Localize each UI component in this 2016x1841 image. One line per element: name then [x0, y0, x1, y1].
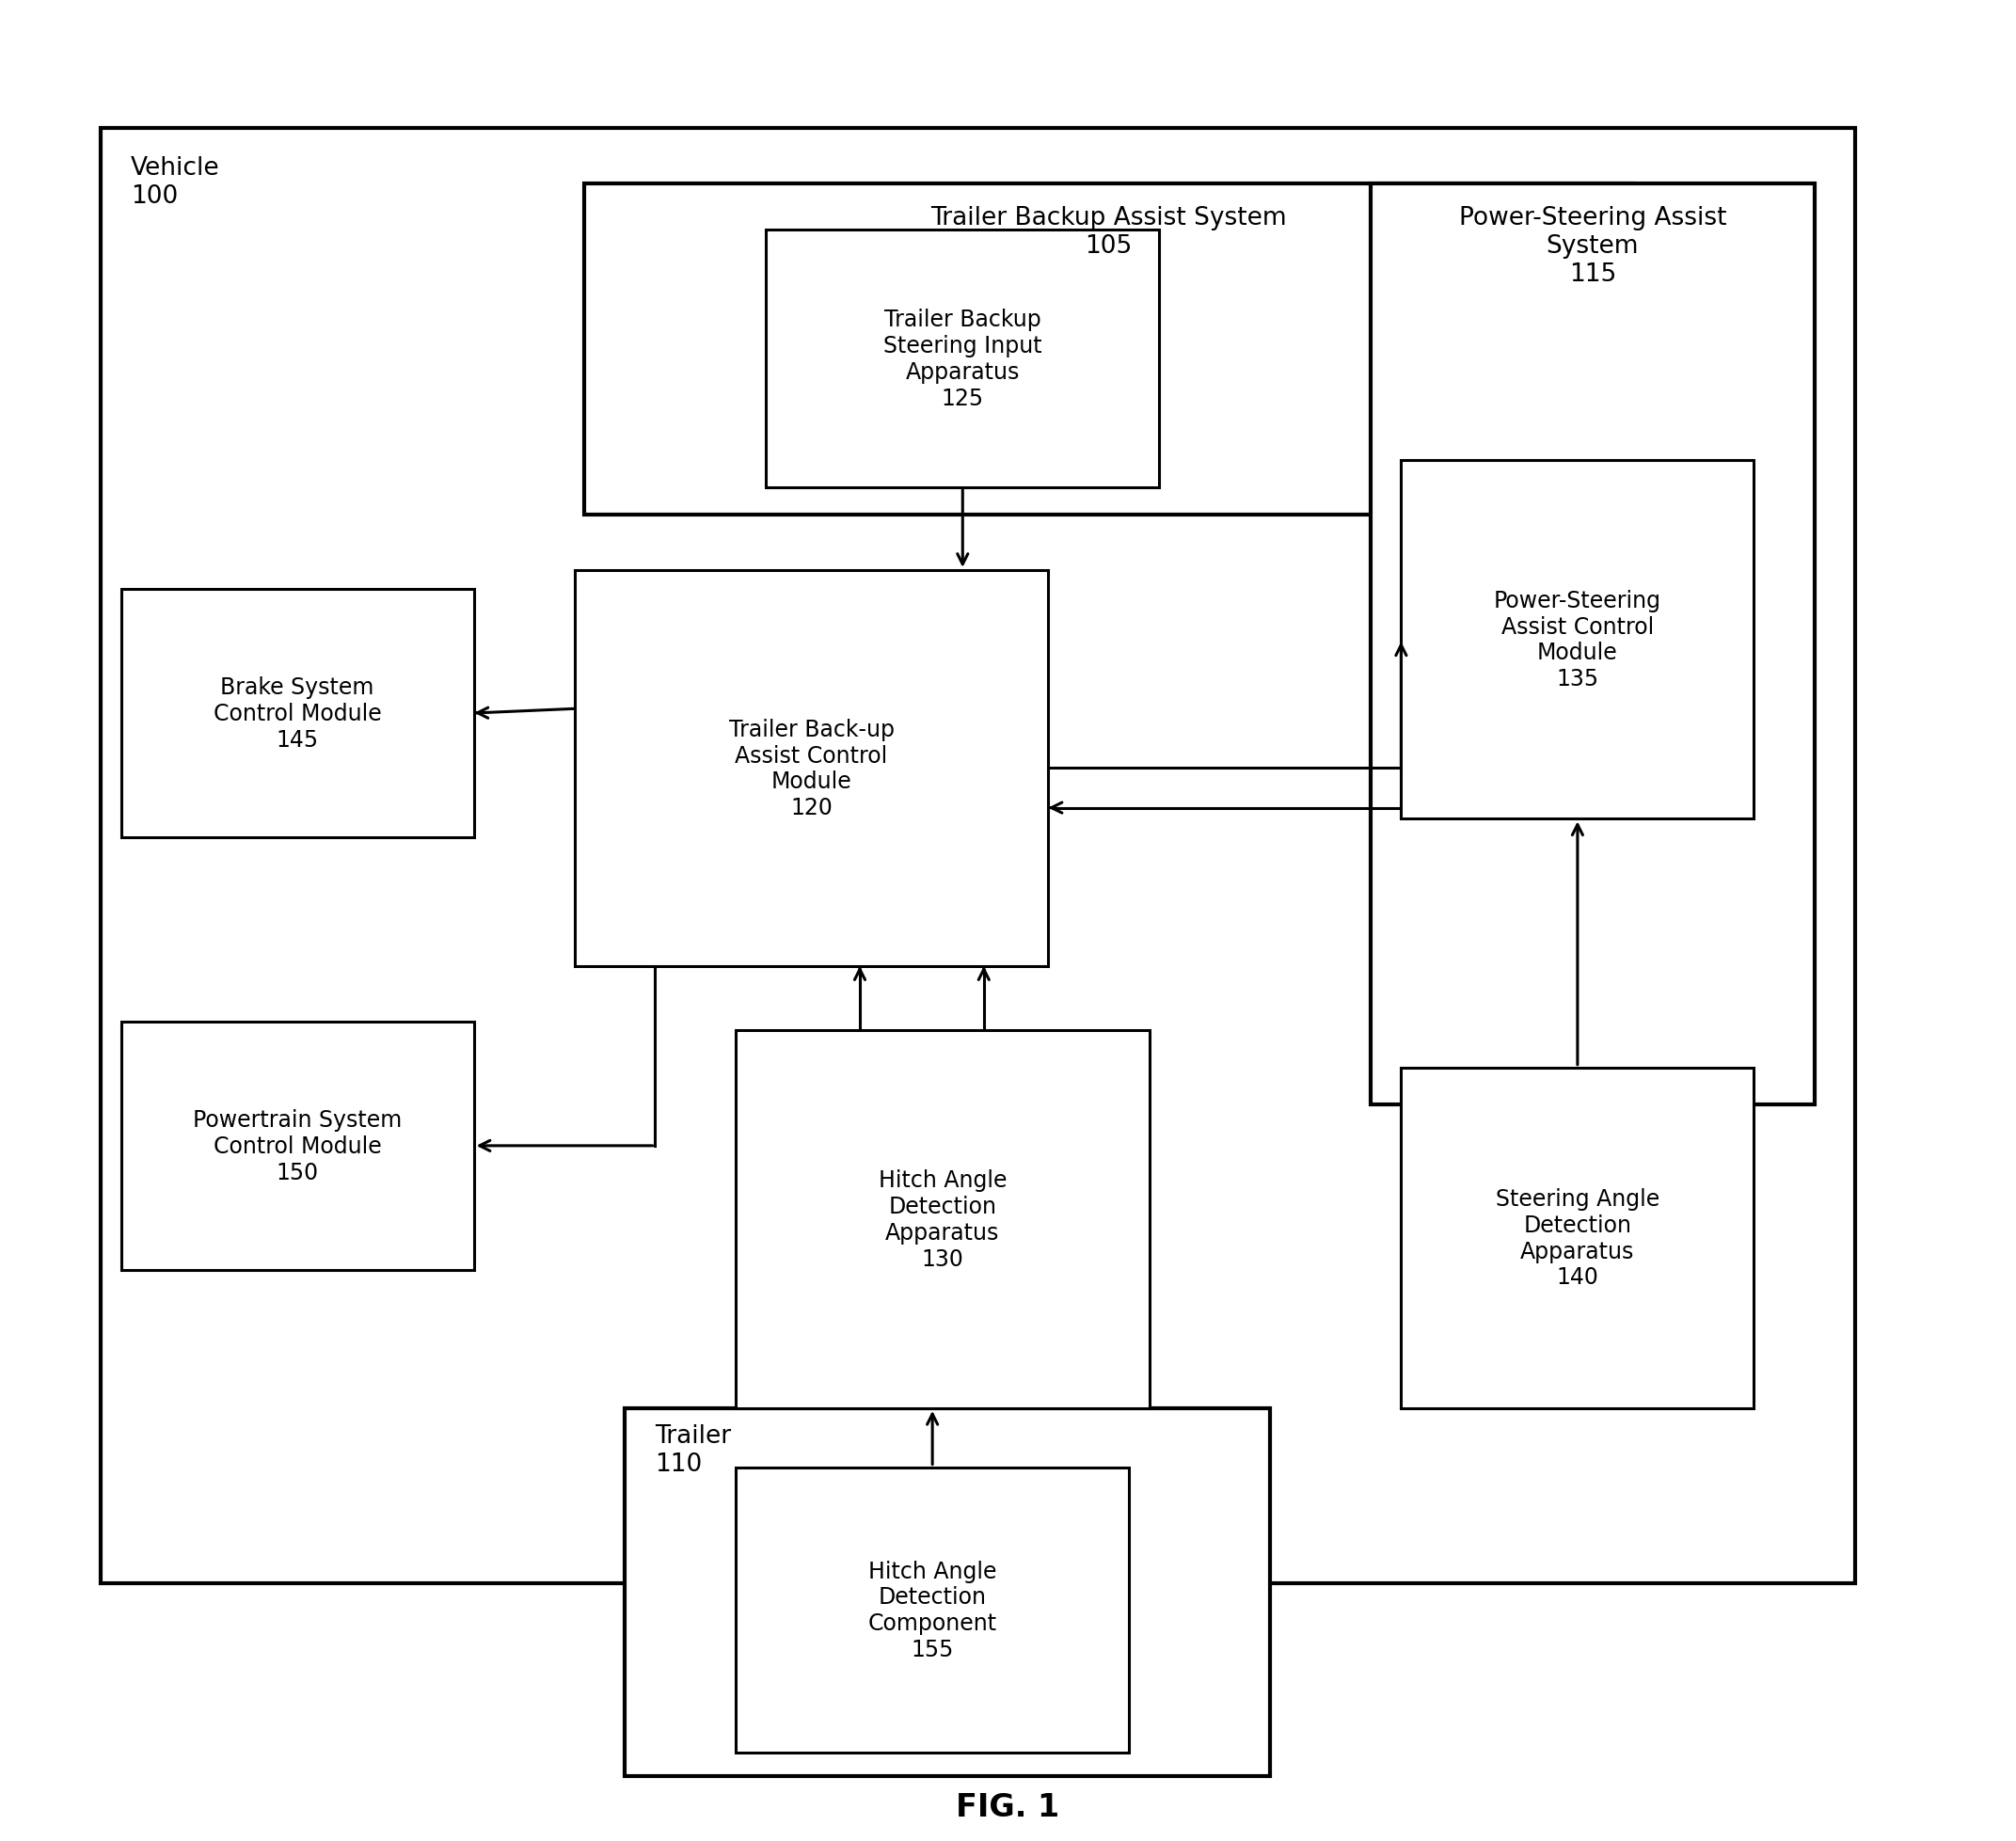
Text: Vehicle
100: Vehicle 100	[131, 156, 220, 210]
Bar	[766, 230, 1159, 488]
Text: Hitch Angle
Detection
Component
155: Hitch Angle Detection Component 155	[869, 1559, 996, 1661]
Bar	[585, 184, 1633, 515]
Text: Trailer Backup
Steering Input
Apparatus
125: Trailer Backup Steering Input Apparatus …	[883, 309, 1042, 409]
Text: Trailer
110: Trailer 110	[655, 1423, 732, 1476]
Bar	[575, 571, 1048, 967]
Text: Steering Angle
Detection
Apparatus
140: Steering Angle Detection Apparatus 140	[1496, 1187, 1659, 1289]
Text: FIG. 1: FIG. 1	[956, 1791, 1060, 1823]
Bar	[1401, 460, 1754, 819]
Bar	[1371, 184, 1814, 1105]
Bar	[736, 1467, 1129, 1753]
Bar	[625, 1408, 1270, 1777]
Text: Trailer Backup Assist System
105: Trailer Backup Assist System 105	[931, 206, 1286, 260]
Bar	[121, 1022, 474, 1270]
Text: Power-Steering Assist
System
115: Power-Steering Assist System 115	[1460, 206, 1726, 287]
Text: Powertrain System
Control Module
150: Powertrain System Control Module 150	[194, 1108, 401, 1184]
Text: Brake System
Control Module
145: Brake System Control Module 145	[214, 676, 381, 751]
Text: Trailer Back-up
Assist Control
Module
120: Trailer Back-up Assist Control Module 12…	[728, 718, 895, 819]
Bar	[121, 589, 474, 838]
Bar	[736, 1031, 1149, 1408]
Text: Power-Steering
Assist Control
Module
135: Power-Steering Assist Control Module 135	[1494, 589, 1661, 690]
Bar	[101, 129, 1855, 1583]
Bar	[1401, 1068, 1754, 1408]
Text: Hitch Angle
Detection
Apparatus
130: Hitch Angle Detection Apparatus 130	[879, 1169, 1006, 1270]
